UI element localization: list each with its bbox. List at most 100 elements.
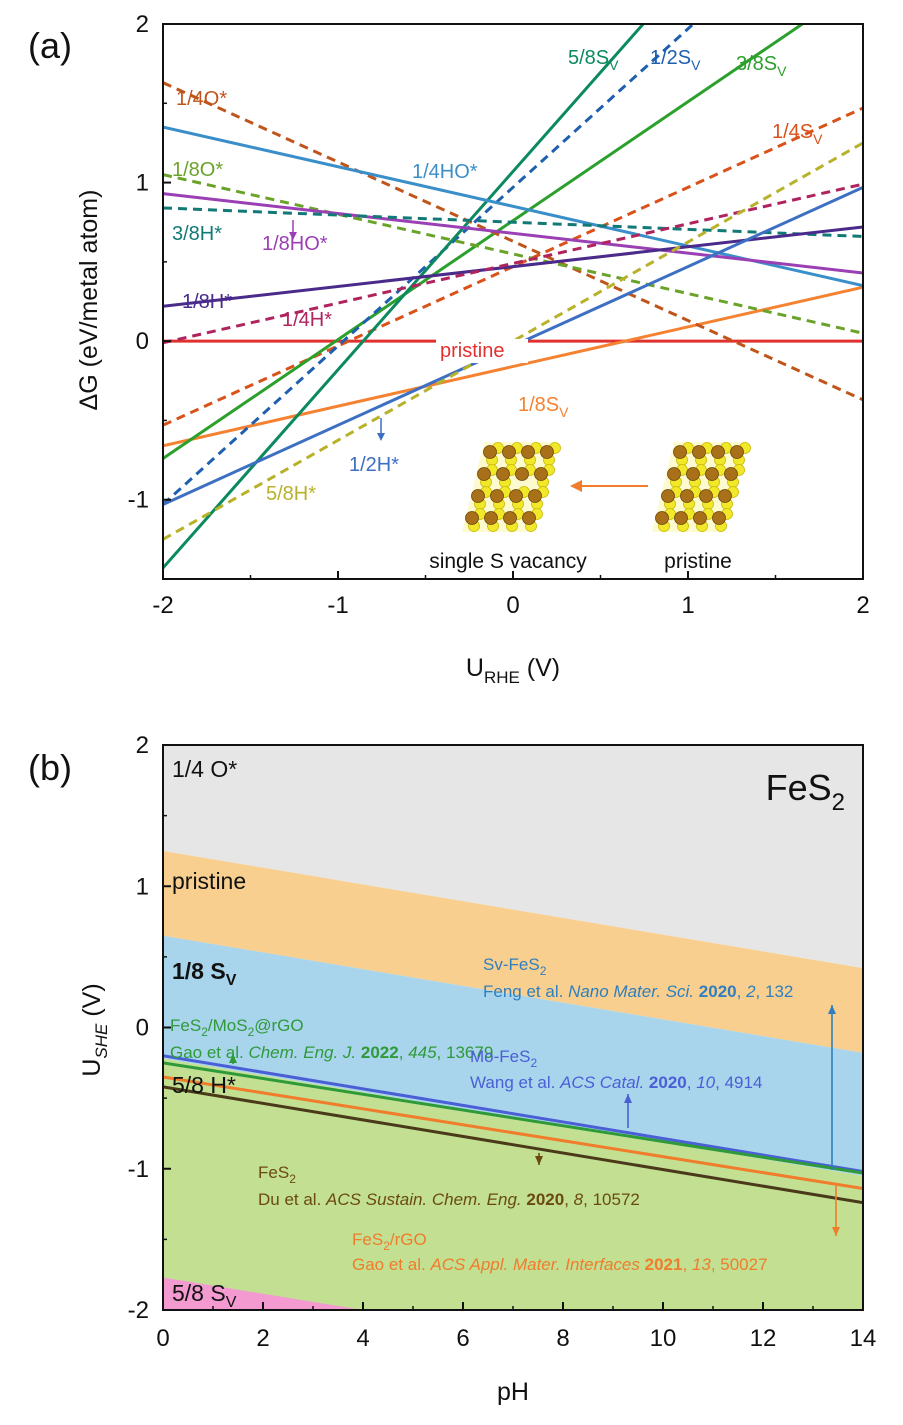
label-backdrop — [436, 339, 528, 363]
x-tick-label: 2 — [256, 1325, 269, 1352]
y-tick-label: -1 — [128, 1156, 149, 1183]
pointer-1-2h-head — [377, 433, 385, 441]
iron-atom — [534, 467, 548, 481]
y-tick-label: 1 — [136, 170, 149, 197]
iron-atom — [528, 489, 542, 503]
iron-atom — [680, 489, 694, 503]
structure-pristine — [652, 442, 751, 532]
x-tick-label: 8 — [556, 1325, 569, 1352]
iron-atom — [521, 445, 535, 459]
y-tick-label: 1 — [136, 873, 149, 900]
annotation-rgo-citation: Gao et al. ACS Appl. Mater. Interfaces 2… — [352, 1255, 768, 1274]
iron-atom — [699, 489, 713, 503]
region-label-1-4-o: 1/4 O* — [172, 756, 237, 782]
region-label-1-8-sv: 1/8 SV — [172, 958, 237, 989]
annotation-mos2-citation: Gao et al. Chem. Eng. J. 2022, 445, 1367… — [170, 1043, 493, 1062]
panel-b-title: FeS2 — [766, 767, 845, 816]
x-tick-label: 10 — [650, 1325, 677, 1352]
series-label-8: 1/4HO* — [412, 161, 478, 183]
iron-atom — [693, 511, 707, 525]
annotation-rgo-fes2: FeS2/rGO Gao et al. ACS Appl. Mater. Int… — [352, 1230, 768, 1274]
y-tick-label: 0 — [136, 1015, 149, 1042]
panel-b-label: (b) — [28, 747, 72, 788]
iron-atom — [483, 445, 497, 459]
series-label-1: 1/8SV — [518, 394, 569, 420]
x-tick-label: -1 — [327, 592, 348, 619]
annotation-mo-citation: Wang et al. ACS Catal. 2020, 10, 4914 — [470, 1073, 762, 1092]
series-line-10 — [163, 206, 863, 238]
inset-structures: single S vacancy pristine — [429, 442, 751, 573]
series-line-4 — [163, 24, 696, 506]
iron-atom — [718, 489, 732, 503]
iron-atom — [477, 467, 491, 481]
panel-a: (a) -2 -1 0 1 2 -1 0 1 2 pristine 1/8SV 1/4SV 3/8SV… — [28, 11, 870, 687]
series-label-10: 3/8H* — [172, 223, 222, 245]
region-label-pristine: pristine — [172, 868, 246, 894]
series-line-9 — [163, 192, 863, 275]
x-tick-label: 14 — [850, 1325, 877, 1352]
annotation-du-citation: Du et al. ACS Sustain. Chem. Eng. 2020, … — [258, 1190, 640, 1209]
y-tick-label: -1 — [128, 487, 149, 514]
arrow-mos2-head — [229, 1054, 237, 1063]
y-tick-label: -2 — [128, 1297, 149, 1324]
structure-single-s-vacancy — [462, 442, 561, 532]
panel-a-xlabel: URHE (V) — [466, 654, 560, 687]
series-line-6 — [163, 81, 863, 402]
region-1 — [163, 850, 863, 1053]
iron-atom — [471, 489, 485, 503]
x-tick-label: 0 — [156, 1325, 169, 1352]
reference-line-mos2 — [163, 1061, 863, 1175]
panel-a-label: (a) — [28, 25, 72, 66]
pointer-1-8ho-head — [289, 232, 297, 240]
iron-atom — [667, 467, 681, 481]
arrow-sv-head — [828, 1005, 836, 1014]
region-2 — [163, 935, 863, 1176]
iron-atom — [540, 445, 554, 459]
annotation-sv-citation: Feng et al. Nano Mater. Sci. 2020, 2, 13… — [483, 982, 793, 1001]
iron-atom — [673, 445, 687, 459]
reference-line-rgo — [163, 1075, 863, 1191]
iron-atom — [484, 511, 498, 525]
iron-atom — [705, 467, 719, 481]
inset-label-pristine: pristine — [664, 550, 732, 573]
arrow-mo-head — [624, 1094, 632, 1103]
annotation-mo-fes2: Mo-FeS2 Wang et al. ACS Catal. 2020, 10,… — [470, 1047, 762, 1092]
panel-b-reference-lines — [163, 1054, 863, 1205]
iron-atom — [515, 467, 529, 481]
x-tick-label: 6 — [456, 1325, 469, 1352]
annotation-rgo-title: FeS2/rGO — [352, 1230, 427, 1253]
iron-atom — [522, 511, 536, 525]
panel-a-ylabel: ΔG (eV/metal atom) — [75, 190, 103, 411]
panel-a-series-labels: pristine 1/8SV 1/4SV 3/8SV 1/2SV 5/8SV 1/4O* 1/… — [172, 47, 823, 505]
region-4 — [163, 1277, 363, 1310]
annotation-mos2-title: FeS2/MoS2@rGO — [170, 1016, 304, 1039]
annotation-mo-title: Mo-FeS2 — [470, 1047, 537, 1070]
series-label-5: 5/8SV — [568, 47, 619, 73]
iron-atom — [509, 489, 523, 503]
iron-atom — [661, 489, 675, 503]
y-tick-label: 2 — [136, 732, 149, 759]
reference-line-mo — [163, 1054, 863, 1174]
panel-b-xlabel: pH — [497, 1378, 529, 1406]
inset-label-vacancy: single S vacancy — [429, 550, 587, 573]
iron-atom — [655, 511, 669, 525]
x-tick-label: 12 — [750, 1325, 777, 1352]
annotation-du-title: FeS2 — [258, 1163, 296, 1186]
annotation-sv-title: Sv-FeS2 — [483, 955, 547, 978]
iron-atom — [730, 445, 744, 459]
x-tick-label: 0 — [506, 592, 519, 619]
iron-atom — [724, 467, 738, 481]
iron-atom — [496, 467, 510, 481]
region-3 — [163, 1058, 863, 1310]
series-label-14: 5/8H* — [266, 483, 316, 505]
iron-atom — [686, 467, 700, 481]
panel-b-regions — [163, 745, 863, 1310]
iron-atom — [502, 445, 516, 459]
iron-atom — [711, 445, 725, 459]
arrow-du-head — [535, 1156, 543, 1165]
series-line-5 — [163, 24, 646, 569]
x-tick-label: 1 — [681, 592, 694, 619]
